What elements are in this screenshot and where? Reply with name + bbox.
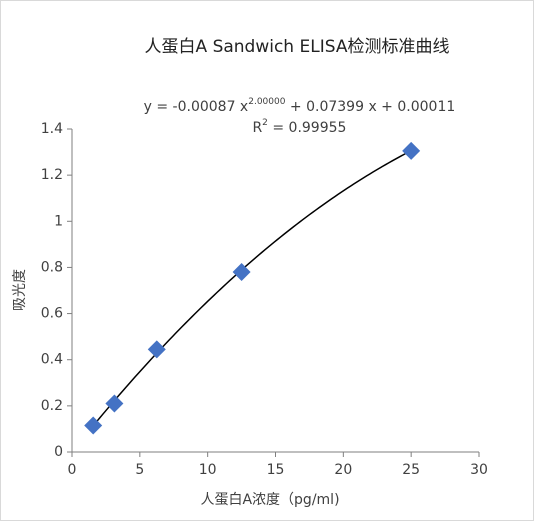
y-tick-label: 0.2 (41, 398, 63, 414)
r2-value: 0.99955 (289, 120, 347, 136)
point (147, 340, 166, 359)
eq-text: x (235, 99, 248, 115)
x-tick-label: 5 (135, 462, 144, 478)
eq-coef: -0.00087 (173, 99, 236, 115)
y-tick-label: 1.2 (41, 167, 63, 183)
point (402, 141, 421, 160)
y-tick-label: 1 (54, 213, 63, 229)
x-tick-label: 30 (470, 462, 488, 478)
y-tick-label: 0.6 (41, 306, 63, 322)
y-tick-label: 0.8 (41, 259, 63, 275)
eq-exponent: 2.00000 (248, 97, 285, 107)
x-tick-label: 25 (402, 462, 420, 478)
eq-text: + (285, 99, 306, 115)
point (105, 394, 124, 413)
eq-text: x + (364, 99, 397, 115)
r2-text: = (268, 120, 289, 136)
x-tick-label: 15 (267, 462, 285, 478)
x-axis-title: 人蛋白A浓度（pg/ml) (200, 492, 339, 508)
y-tick-label: 1.4 (41, 121, 63, 137)
r2-text: 2 (262, 118, 268, 128)
y-tick-label: 0.4 (41, 352, 63, 368)
point (232, 263, 251, 282)
y-axis-title: 吸光度 (12, 269, 28, 311)
eq-text: y = (144, 99, 173, 115)
r2-text: R (252, 120, 262, 136)
point (84, 416, 103, 435)
eq-coef: 0.07399 (306, 99, 364, 115)
chart-title: 人蛋白A Sandwich ELISA检测标准曲线 (145, 37, 450, 57)
x-tick-label: 10 (199, 462, 217, 478)
trendline-equation: y = -0.00087 x2.00000 + 0.07399 x + 0.00… (121, 97, 468, 116)
y-tick-label: 0 (54, 444, 63, 460)
eq-coef: 0.00011 (397, 99, 455, 115)
x-tick-label: 0 (68, 462, 77, 478)
x-tick-label: 20 (334, 462, 352, 478)
trendline (92, 149, 412, 427)
r-squared: R2 = 0.99955 (230, 118, 360, 137)
